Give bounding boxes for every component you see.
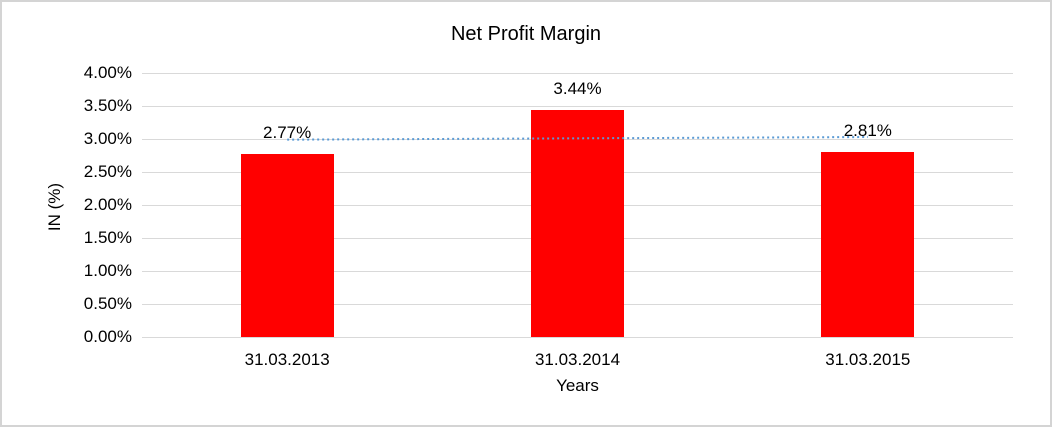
y-axis-tick-label: 3.00%	[83, 129, 132, 148]
gridline	[142, 106, 1013, 107]
y-axis-tick-label: 2.00%	[83, 195, 132, 214]
bar	[531, 109, 624, 337]
bar-value-label: 3.44%	[553, 78, 602, 98]
bar-value-label: 2.81%	[843, 120, 892, 140]
bar-value-label: 2.77%	[263, 123, 312, 143]
y-axis-tick-label: 1.00%	[83, 261, 132, 280]
y-axis-tick-label: 2.50%	[83, 162, 132, 181]
x-axis-tick-label: 31.03.2013	[244, 350, 330, 369]
chart-title: Net Profit Margin	[450, 23, 602, 45]
x-axis-title: Years	[556, 376, 599, 395]
y-axis-tick-label: 0.50%	[83, 294, 132, 313]
x-axis-tick-label: 31.03.2014	[534, 350, 621, 369]
x-axis-tick-label: 31.03.2015	[825, 350, 911, 369]
bar	[821, 151, 915, 337]
gridline	[142, 337, 1013, 338]
y-axis-tick-label: 4.00%	[83, 63, 132, 82]
y-axis-tick-label: 1.50%	[83, 228, 132, 247]
y-axis-tick-label: 0.00%	[83, 327, 132, 346]
gridline	[142, 73, 1013, 74]
bar	[240, 154, 334, 337]
y-axis-tick-label: 3.50%	[83, 96, 132, 115]
